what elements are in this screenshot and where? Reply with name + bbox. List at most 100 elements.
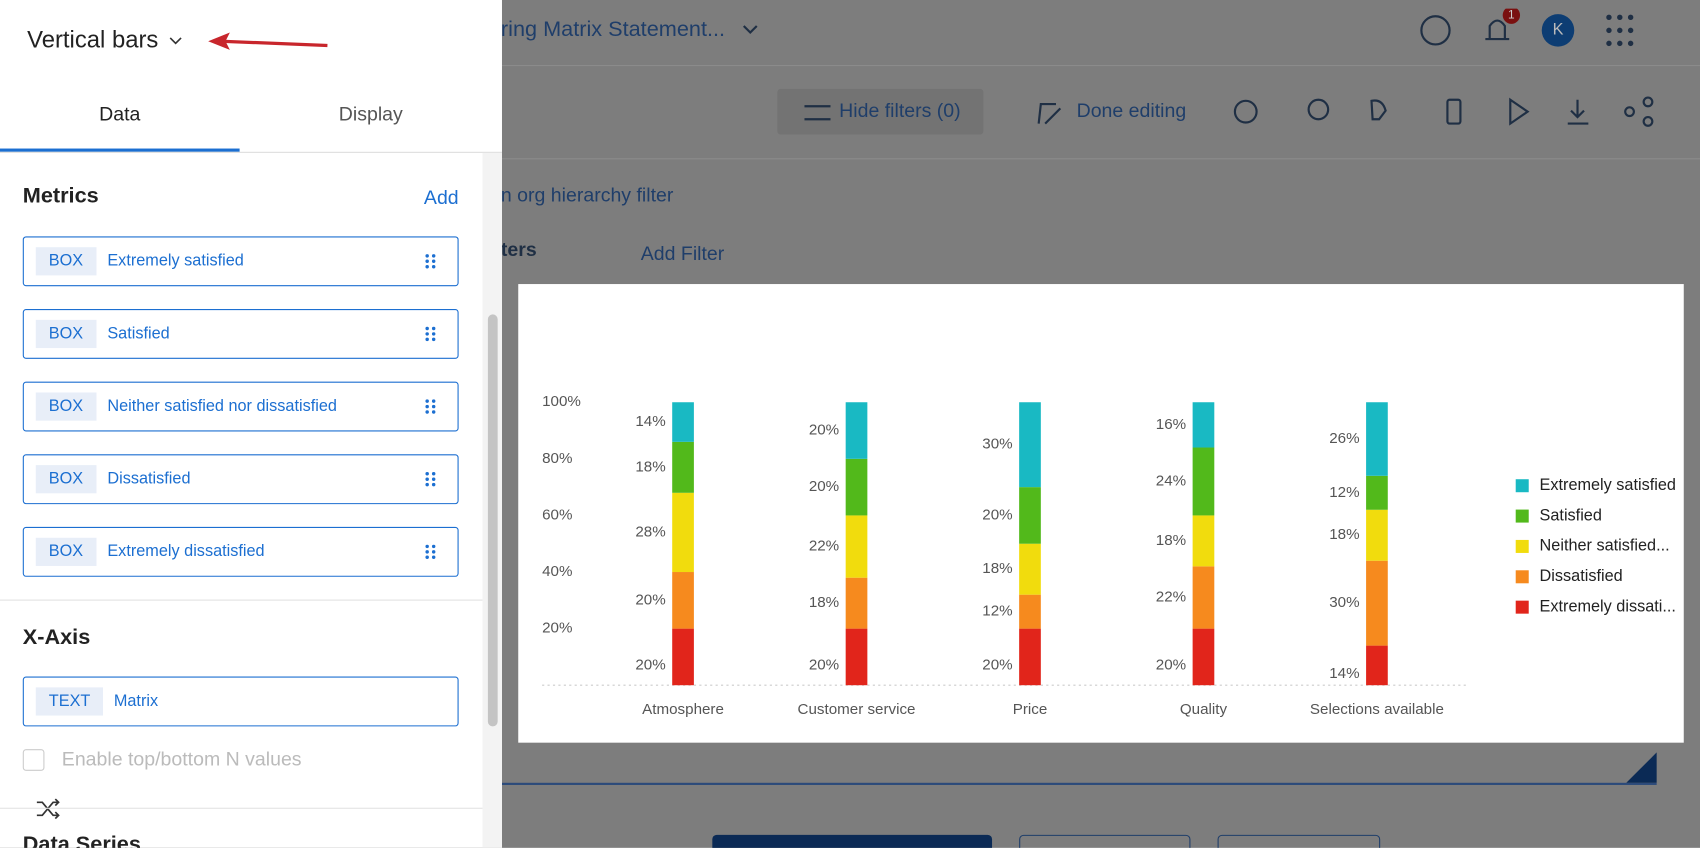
metric[interactable]: BOX Satisfied	[22, 308, 459, 359]
legend-label: Dissatisfied	[1540, 567, 1623, 585]
x-tick-label: Price	[1013, 701, 1048, 718]
y-tick-label: 100%	[542, 393, 581, 410]
bar-segment	[1019, 487, 1041, 544]
value-label: 28%	[635, 523, 665, 540]
legend-swatch	[1515, 539, 1529, 553]
button[interactable]	[1217, 834, 1381, 848]
chart: 100% 80% 60% 40% 20% Atmosphere 20% 20% 28% 18% 14…	[542, 393, 1676, 718]
bar-segment	[845, 515, 868, 578]
value-label: 20%	[635, 591, 665, 608]
value-label: 14%	[635, 413, 665, 430]
field-label: Matrix	[113, 691, 159, 711]
section-heading: Data Series	[22, 832, 141, 848]
value-label: 18%	[635, 458, 665, 475]
add-metric[interactable]: Add	[423, 186, 459, 209]
toolbar-icons[interactable]	[800, 95, 1667, 132]
button[interactable]	[712, 834, 993, 848]
drag-handle[interactable]	[425, 399, 436, 414]
bar-segment	[672, 572, 694, 629]
survey-title: ring Matrix Statement...	[500, 17, 726, 42]
divider	[0, 599, 483, 601]
legend-label: Satisfied	[1540, 506, 1602, 524]
bar-segment	[1192, 402, 1215, 448]
value-label: 18%	[809, 594, 839, 611]
value-label: 30%	[982, 436, 1012, 453]
y-tick-label: 60%	[542, 506, 572, 523]
button[interactable]	[1019, 834, 1191, 848]
bar-segment	[1192, 628, 1215, 686]
chart-card: 100% 80% 60% 40% 20% Atmosphere 20% 20% 28% 18% 14…	[518, 284, 1684, 743]
avatar: K	[1553, 21, 1564, 39]
value-label: 20%	[982, 506, 1012, 523]
value-label: 18%	[982, 560, 1012, 577]
done-editing[interactable]: Done editing	[1076, 99, 1187, 122]
y-tick-label: 80%	[542, 450, 572, 467]
metric[interactable]: BOX Extremely satisfied	[22, 236, 459, 287]
hide-filters[interactable]: Hide filters (0)	[839, 99, 961, 122]
metric[interactable]: BOX Dissatisfied	[22, 454, 459, 505]
bar-segment	[672, 441, 694, 493]
bar-segment	[1366, 475, 1388, 510]
bar-segment	[1192, 515, 1215, 567]
org-filter-link[interactable]: n org hierarchy filter	[500, 184, 674, 206]
drag-handle[interactable]	[425, 326, 436, 342]
resize-handle[interactable]	[1626, 752, 1659, 785]
chart-type-select[interactable]: Vertical bars	[27, 26, 159, 54]
value-label: 12%	[982, 603, 1012, 620]
header-icons[interactable]: 1 K	[1409, 8, 1669, 52]
metric-label: Extremely satisfied	[107, 251, 244, 270]
chevron	[742, 25, 758, 35]
drag-handle[interactable]	[425, 544, 436, 560]
metric-label: Dissatisfied	[107, 469, 191, 488]
y-tick-label: 40%	[542, 563, 572, 580]
section-heading: X-Axis	[22, 625, 91, 650]
metric-tag: BOX	[35, 465, 97, 494]
value-label: 22%	[809, 538, 839, 555]
metric[interactable]: BOX Neither satisfied nor dissatisfied	[22, 381, 459, 432]
value-label: 14%	[1329, 665, 1359, 682]
x-tick-label: Atmosphere	[642, 701, 724, 718]
drag-handle[interactable]	[425, 472, 436, 487]
x-axis-field[interactable]: TEXT Matrix	[22, 676, 459, 727]
value-label: 18%	[1156, 532, 1186, 549]
bar-segment	[1192, 447, 1215, 516]
bar-segment	[1366, 645, 1388, 686]
legend-swatch	[1515, 570, 1529, 584]
x-tick-label: Customer service	[798, 701, 916, 718]
metric-tag: BOX	[35, 537, 97, 566]
checkbox[interactable]	[22, 749, 45, 771]
value-label: 20%	[809, 422, 839, 439]
hide-filters-button[interactable]	[777, 88, 984, 135]
chevron	[169, 37, 182, 45]
scrollbar-thumb[interactable]	[487, 314, 498, 727]
annotation-arrow	[208, 32, 328, 50]
metric[interactable]: BOX Extremely dissatisfied	[22, 526, 459, 577]
legend-label: Extremely satisfied	[1540, 476, 1676, 494]
tab[interactable]: Display	[338, 102, 403, 125]
bar-segment	[845, 458, 868, 516]
value-label: 20%	[635, 657, 665, 674]
drag-handle[interactable]	[425, 254, 436, 269]
section-heading: Metrics	[22, 184, 99, 209]
bar-segment	[845, 402, 868, 459]
metric-tag: BOX	[35, 247, 97, 276]
checkbox-label: Enable top/bottom N values	[61, 748, 302, 770]
bar-segment	[1366, 402, 1388, 476]
value-label: 20%	[982, 657, 1012, 674]
frame-border	[501, 782, 1657, 785]
metric-label: Extremely dissatisfied	[107, 542, 265, 561]
value-label: 20%	[809, 657, 839, 674]
metric-label: Satisfied	[107, 324, 170, 343]
add-filter[interactable]: Add Filter	[640, 242, 725, 265]
divider	[501, 158, 1700, 160]
tab[interactable]: Data	[99, 102, 141, 125]
y-tick-label: 20%	[542, 620, 572, 637]
value-label: 20%	[1156, 657, 1186, 674]
notification-count: 1	[1508, 9, 1515, 22]
metric-tag: BOX	[35, 392, 97, 421]
bar-segment	[1019, 628, 1041, 686]
legend-swatch	[1515, 509, 1529, 523]
bar-segment	[1019, 402, 1041, 488]
value-label: 18%	[1329, 526, 1359, 543]
